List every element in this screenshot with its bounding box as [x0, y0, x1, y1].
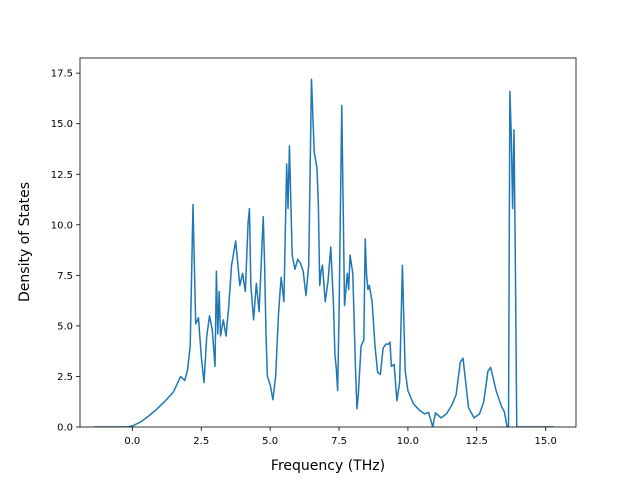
- x-tick-label: 15.0: [535, 436, 557, 447]
- x-tick-label: 5.0: [262, 436, 278, 447]
- y-tick-label: 15.0: [51, 119, 73, 130]
- x-tick-label: 12.5: [466, 436, 488, 447]
- dos-line-series-0: [93, 78, 554, 427]
- x-tick-label: 0.0: [124, 436, 140, 447]
- x-tick-label: 7.5: [331, 436, 347, 447]
- y-tick-label: 7.5: [57, 271, 73, 282]
- y-axis-ticks: 0.0 2.5 5.0 7.5 10.0 12.5 15.0 17.5: [51, 69, 80, 434]
- plot-area: [79, 57, 577, 428]
- axes-frame: [79, 57, 577, 428]
- x-tick-label: 2.5: [193, 436, 209, 447]
- y-tick-label: 0.0: [57, 423, 73, 434]
- x-axis-ticks: 0.0 2.5 5.0 7.5 10.0 12.5 15.0: [124, 427, 557, 447]
- x-tick-label: 10.0: [397, 436, 419, 447]
- y-tick-label: 17.5: [51, 69, 73, 80]
- x-axis-label: Frequency (THz): [271, 458, 385, 474]
- y-axis-label: Density of States: [17, 182, 33, 302]
- y-tick-label: 2.5: [57, 372, 73, 383]
- y-tick-label: 5.0: [57, 321, 73, 332]
- y-tick-label: 12.5: [51, 170, 73, 181]
- y-tick-label: 10.0: [51, 220, 73, 231]
